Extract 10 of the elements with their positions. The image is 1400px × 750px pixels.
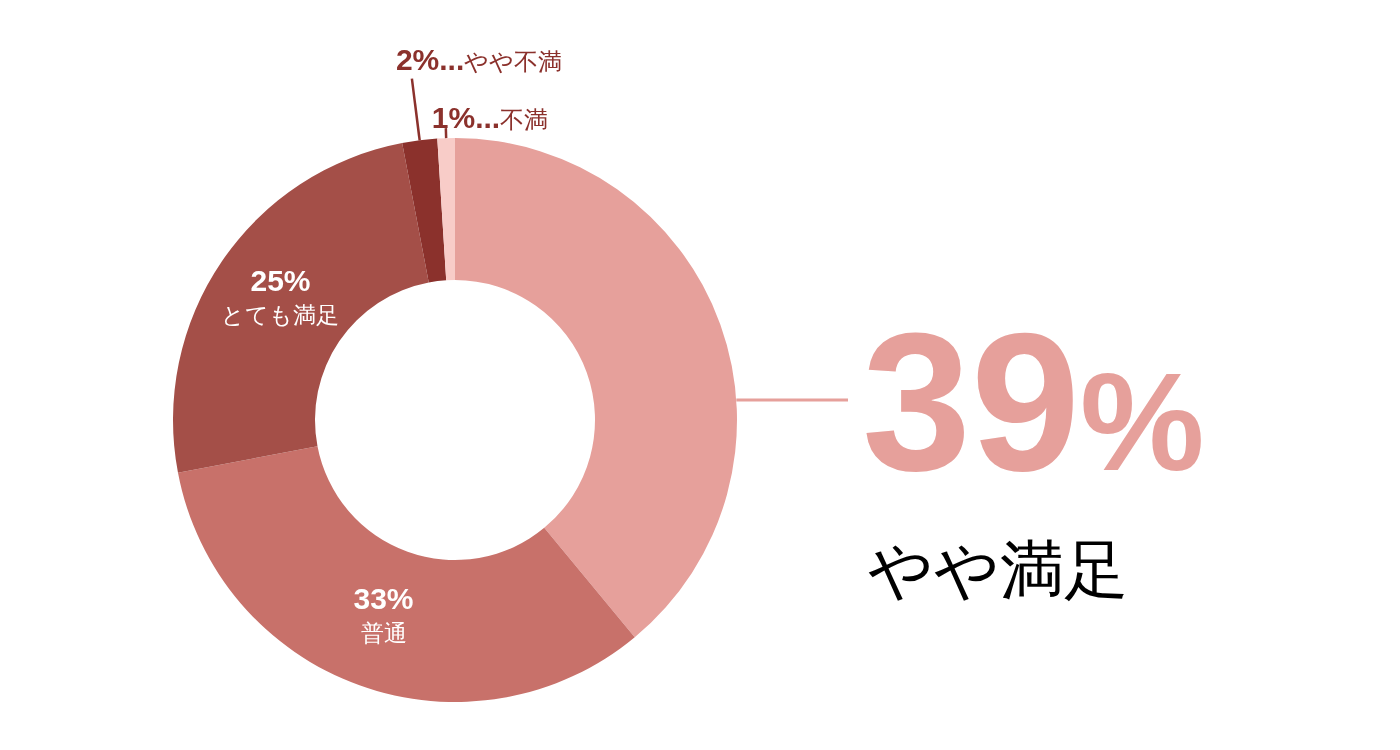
slice-label: やや不満 xyxy=(464,47,563,75)
data-label: 2%... xyxy=(395,42,465,76)
data-label: 33% xyxy=(353,581,414,615)
slice-label: 普通 xyxy=(360,619,407,646)
data-label: 25% xyxy=(250,264,311,298)
data-label: 1%... xyxy=(431,101,501,135)
slice-label: やや満足 xyxy=(868,534,1128,606)
slice-label: 不満 xyxy=(500,106,549,134)
data-label: 39% xyxy=(862,293,1205,512)
slice-label: とても満足 xyxy=(221,302,340,329)
